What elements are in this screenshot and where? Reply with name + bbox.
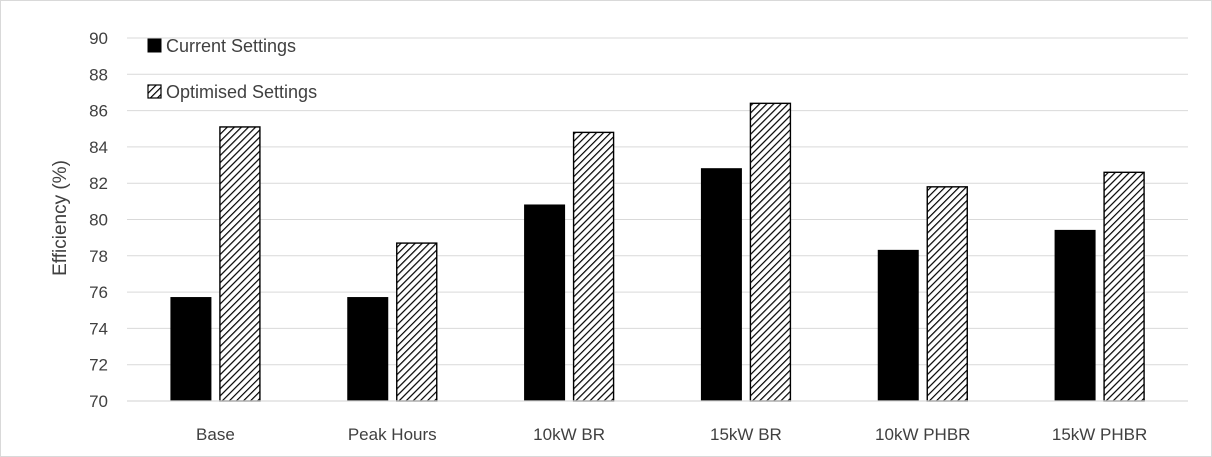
gridlines	[127, 37, 1188, 366]
y-tick-label: 76	[89, 283, 108, 302]
bar-optimised	[396, 242, 438, 402]
y-tick-label: 70	[89, 392, 108, 411]
bar-current	[170, 297, 212, 402]
legend-swatch-current	[147, 38, 162, 53]
y-tick-label: 74	[89, 319, 108, 338]
y-tick-label: 86	[89, 102, 108, 121]
x-category-label: 10kW BR	[533, 425, 605, 444]
y-axis-ticks: 70 72 74 76 78 80 82 84 86 88 90	[89, 29, 108, 411]
bar-current	[347, 297, 389, 402]
bar-optimised	[572, 131, 615, 402]
bar-optimised	[1103, 171, 1145, 402]
legend: Current Settings Optimised Settings	[147, 36, 317, 102]
bar-optimised	[926, 186, 968, 402]
x-category-label: Base	[196, 425, 235, 444]
y-tick-label: 84	[89, 138, 108, 157]
y-tick-label: 82	[89, 174, 108, 193]
bars	[170, 102, 1145, 402]
x-axis-categories: Base Peak Hours 10kW BR 15kW BR 10kW PHBR 15k…	[196, 425, 1147, 444]
legend-label-optimised: Optimised Settings	[166, 82, 317, 102]
y-tick-label: 90	[89, 29, 108, 48]
y-tick-label: 88	[89, 65, 108, 84]
x-category-label: 15kW PHBR	[1052, 425, 1147, 444]
legend-swatch-optimised	[147, 84, 162, 99]
bar-current	[524, 204, 566, 402]
bar-current	[877, 249, 919, 402]
x-category-label: 15kW BR	[710, 425, 782, 444]
y-tick-label: 80	[89, 211, 108, 230]
x-category-label: Peak Hours	[348, 425, 437, 444]
x-category-label: 10kW PHBR	[875, 425, 970, 444]
y-tick-label: 78	[89, 247, 108, 266]
bar-current	[1054, 229, 1096, 402]
bar-optimised	[219, 126, 261, 402]
y-axis-title: Efficiency (%)	[50, 160, 71, 276]
y-tick-label: 72	[89, 356, 108, 375]
bar-current	[700, 168, 742, 402]
legend-label-current: Current Settings	[166, 36, 296, 56]
bar-optimised	[749, 102, 792, 402]
